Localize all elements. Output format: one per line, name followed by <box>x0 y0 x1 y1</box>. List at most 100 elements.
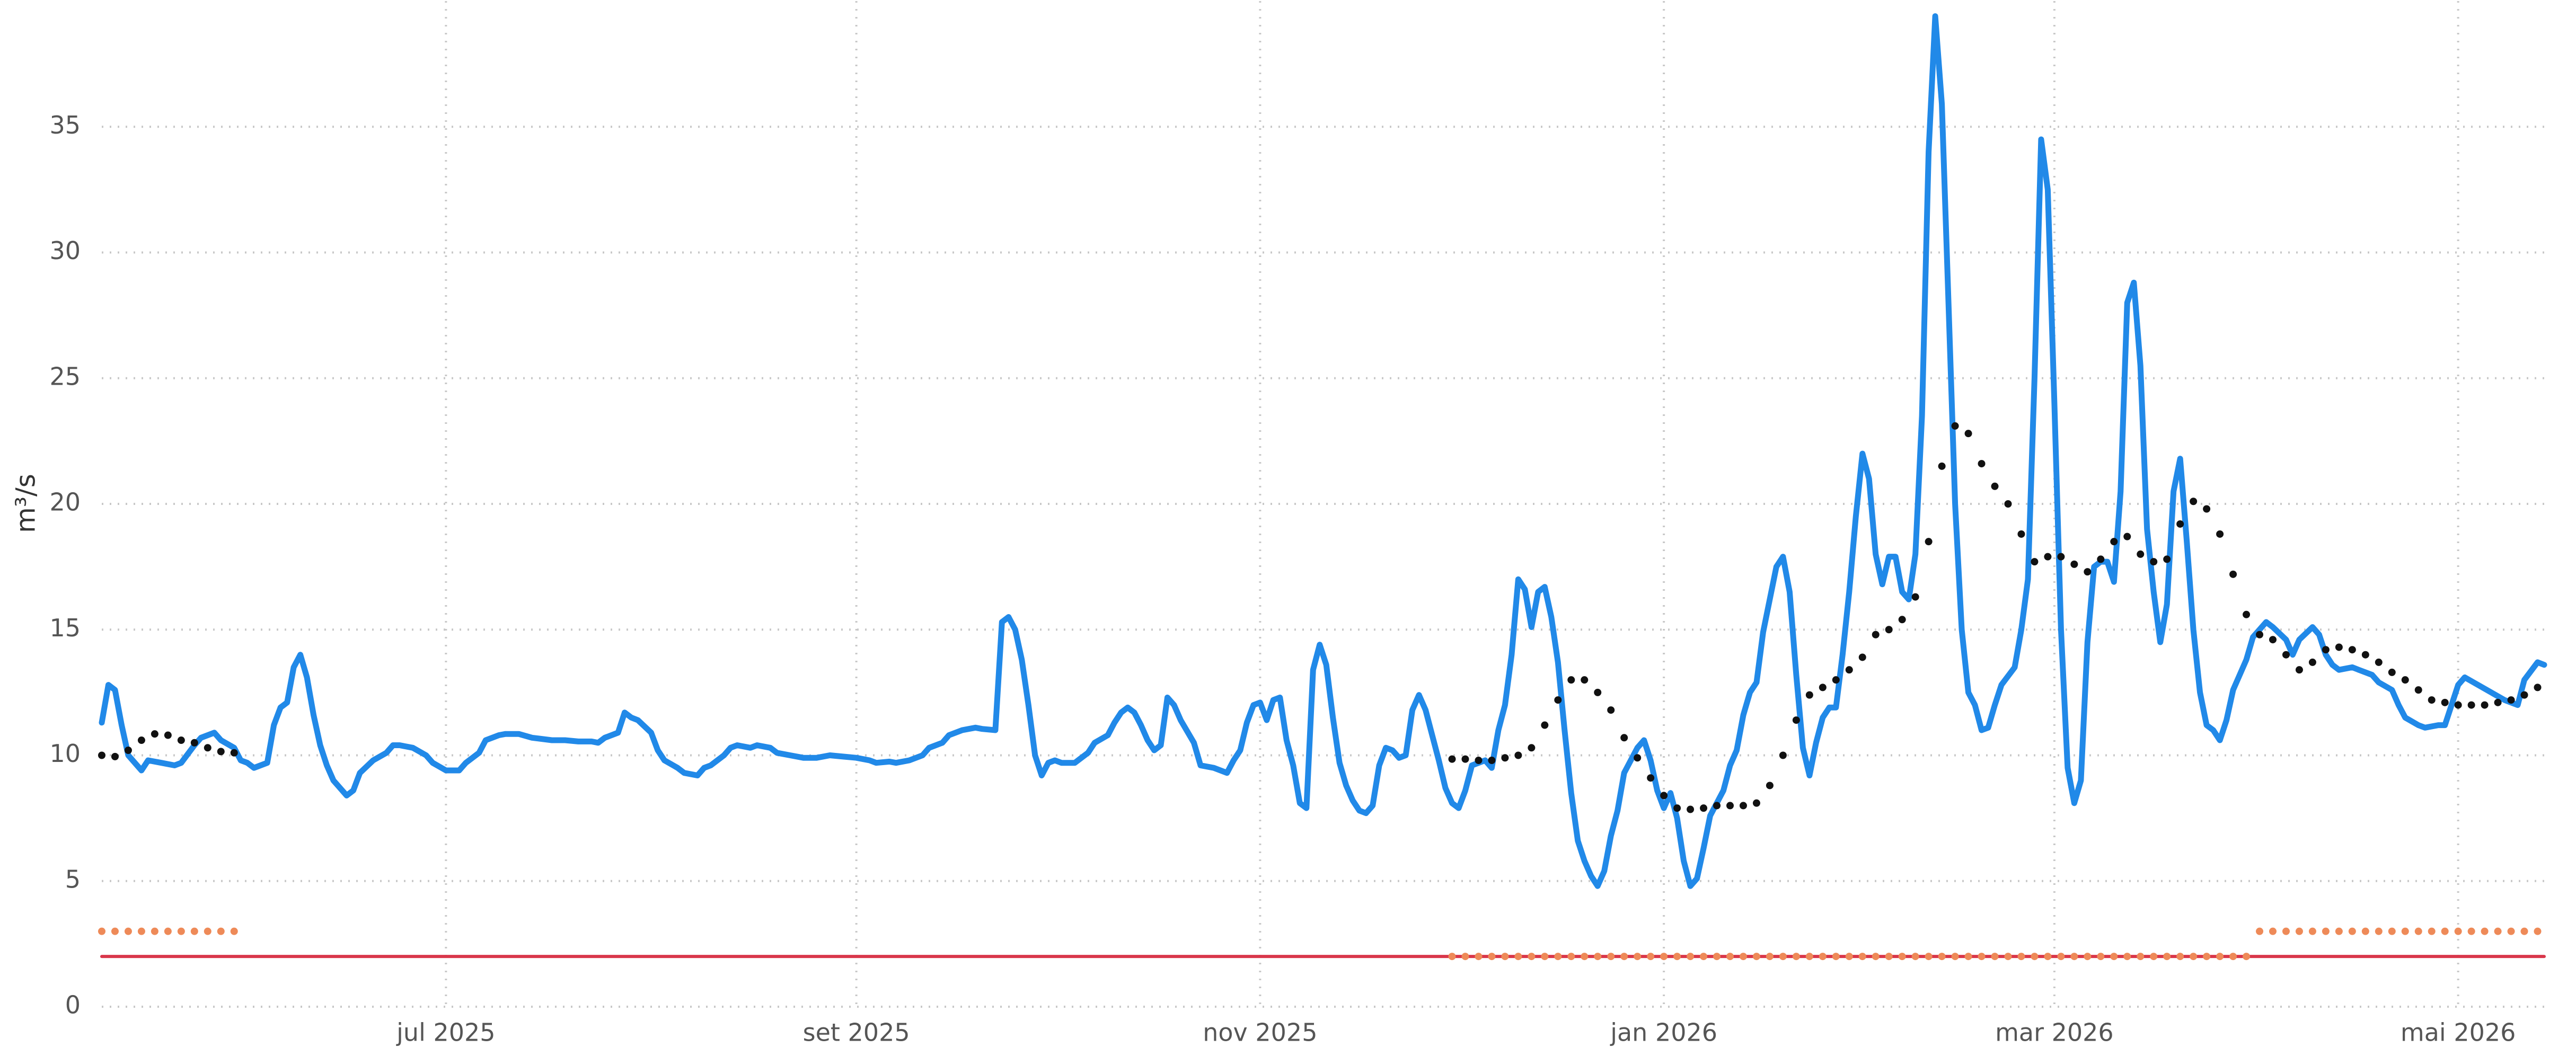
data-dot <box>2004 953 2012 961</box>
data-dot <box>164 731 172 739</box>
data-dot <box>1885 953 1893 961</box>
data-dot <box>2507 696 2515 704</box>
data-dot <box>1607 953 1615 961</box>
data-dot <box>1739 802 1747 810</box>
data-dot <box>1647 953 1655 961</box>
data-dot <box>98 751 105 759</box>
data-dot <box>2494 927 2502 935</box>
data-dot <box>1634 754 1642 762</box>
data-dot <box>2454 701 2462 709</box>
data-dot <box>1567 676 1575 684</box>
data-dot <box>2282 651 2290 659</box>
data-dot <box>2308 658 2316 666</box>
data-dot <box>2163 953 2171 961</box>
data-dot <box>1528 953 1536 961</box>
data-dot <box>1461 755 1469 763</box>
data-dot <box>2044 553 2052 561</box>
data-dot <box>2295 927 2303 935</box>
data-dot <box>2203 953 2211 961</box>
data-dot <box>177 737 185 744</box>
data-dot <box>1845 953 1853 961</box>
data-dot <box>1673 953 1681 961</box>
data-dot <box>1925 953 1933 961</box>
data-dot <box>2454 927 2462 935</box>
data-dot <box>2269 636 2277 644</box>
data-dot <box>177 927 185 935</box>
data-dot <box>1554 696 1562 704</box>
data-dot <box>2110 538 2118 546</box>
data-dot <box>217 748 225 756</box>
data-dot <box>1620 734 1628 742</box>
data-dot <box>1792 953 1800 961</box>
data-dot <box>1925 538 1933 546</box>
data-dot <box>2176 953 2184 961</box>
data-dot <box>1951 953 1959 961</box>
data-dot <box>2428 927 2436 935</box>
data-dot <box>2335 927 2343 935</box>
data-dot <box>2388 668 2396 676</box>
data-dot <box>1488 756 1496 764</box>
data-dot <box>2534 927 2542 935</box>
y-tick-label: 0 <box>65 991 81 1019</box>
data-dot <box>2004 500 2012 508</box>
data-dot <box>2057 953 2065 961</box>
data-dot <box>1567 953 1575 961</box>
data-dot <box>2044 953 2052 961</box>
x-tick-label: jan 2026 <box>1610 1018 1717 1047</box>
data-dot <box>2097 555 2105 563</box>
x-tick-label: mai 2026 <box>2401 1018 2516 1047</box>
data-dot <box>1541 953 1549 961</box>
data-dot <box>2520 691 2528 699</box>
data-dot <box>1739 953 1747 961</box>
data-dot <box>1964 430 1972 438</box>
data-dot <box>2520 927 2528 935</box>
data-dot <box>2322 646 2330 654</box>
data-dot <box>2229 570 2237 578</box>
data-dot <box>204 744 211 752</box>
data-dot <box>1858 953 1866 961</box>
data-dot <box>2269 927 2277 935</box>
data-dot <box>1528 744 1536 752</box>
data-dot <box>2348 927 2356 935</box>
data-dot <box>2123 953 2131 961</box>
data-dot <box>2190 953 2198 961</box>
data-dot <box>2335 643 2343 651</box>
data-dot <box>2256 927 2264 935</box>
data-dot <box>1514 751 1522 759</box>
x-tick-label: jul 2025 <box>396 1018 495 1047</box>
data-dot <box>190 927 198 935</box>
data-dot <box>1726 802 1734 810</box>
data-dot <box>151 927 158 935</box>
data-dot <box>1647 774 1655 782</box>
data-dot <box>2057 553 2065 561</box>
data-dot <box>2017 530 2025 538</box>
data-dot <box>2110 953 2118 961</box>
data-dot <box>2467 701 2475 709</box>
data-dot <box>2216 953 2224 961</box>
data-dot <box>2243 953 2251 961</box>
data-dot <box>2308 927 2316 935</box>
data-dot <box>1634 953 1642 961</box>
data-dot <box>124 927 132 935</box>
data-dot <box>2229 953 2237 961</box>
data-dot <box>2401 927 2409 935</box>
data-dot <box>2507 927 2515 935</box>
y-tick-label: 35 <box>49 111 81 139</box>
y-tick-label: 15 <box>49 614 81 642</box>
data-dot <box>217 927 225 935</box>
data-dot <box>111 927 119 935</box>
data-dot <box>1819 684 1827 691</box>
data-dot <box>1501 953 1509 961</box>
data-dot <box>1554 953 1562 961</box>
data-dot <box>1805 691 1813 699</box>
data-dot <box>124 747 132 755</box>
data-dot <box>1752 799 1760 807</box>
data-dot <box>1594 953 1602 961</box>
data-dot <box>1845 666 1853 674</box>
data-dot <box>137 927 145 935</box>
data-dot <box>1938 953 1946 961</box>
data-dot <box>2031 953 2039 961</box>
data-dot <box>1673 804 1681 812</box>
data-dot <box>1475 953 1483 961</box>
data-dot <box>1805 953 1813 961</box>
